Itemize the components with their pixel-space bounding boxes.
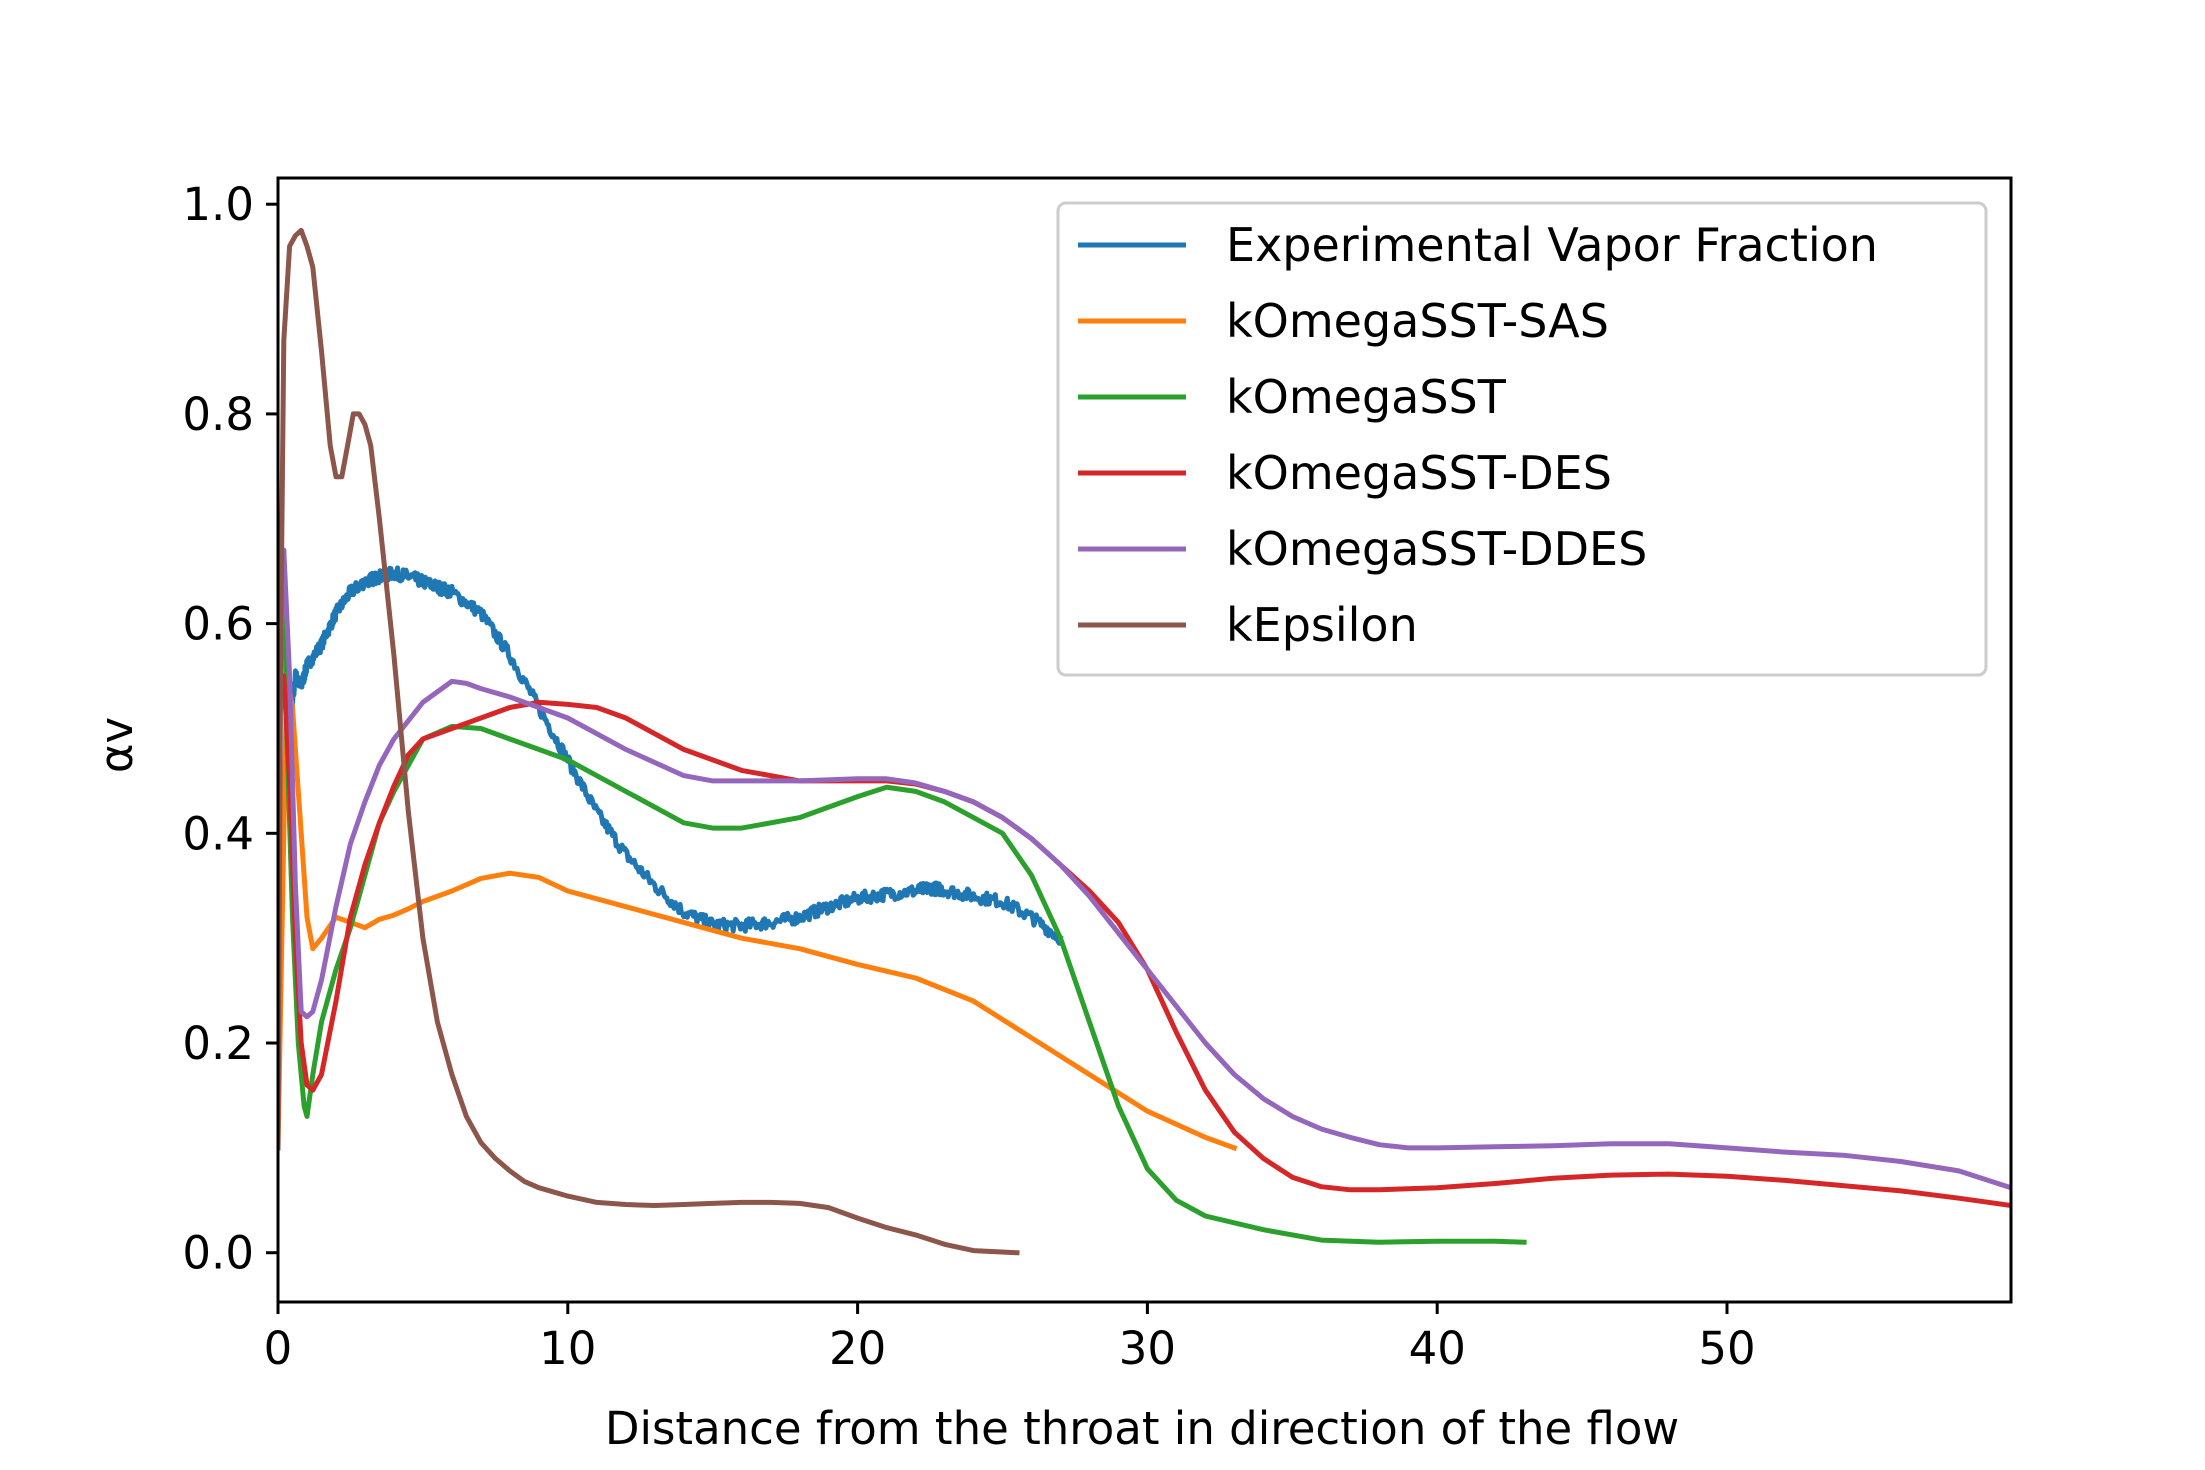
series-line-5 <box>278 547 2011 1191</box>
y-tick-label: 0.0 <box>182 1227 254 1280</box>
legend-box <box>1056 201 1988 677</box>
legend-label: Experimental Vapor Fraction <box>1226 218 1878 272</box>
x-tick-label: 40 <box>1409 1322 1466 1375</box>
series-layer <box>278 227 2011 1256</box>
legend-label: kEpsilon <box>1226 598 1418 652</box>
y-tick-label: 0.6 <box>182 598 254 651</box>
x-axis-label: Distance from the throat in direction of… <box>605 1402 1679 1455</box>
x-tick-label: 20 <box>829 1322 886 1375</box>
legend-label: kOmegaSST-DES <box>1226 446 1612 500</box>
x-tick-label: 0 <box>264 1322 293 1375</box>
x-tick-label: 30 <box>1119 1322 1176 1375</box>
x-tick-label: 10 <box>539 1322 596 1375</box>
legend-label: kOmegaSST-DDES <box>1226 522 1647 576</box>
y-tick-label: 0.4 <box>182 807 254 860</box>
x-tick-label: 50 <box>1698 1322 1755 1375</box>
series-line-6 <box>278 227 1020 1256</box>
series-line-3 <box>278 547 1527 1245</box>
legend-label: kOmegaSST-SAS <box>1226 294 1609 348</box>
y-axis-label: αv <box>90 717 143 773</box>
legend: Experimental Vapor Fraction kOmegaSST-SAS… <box>1056 201 1988 677</box>
plot-frame <box>276 176 2013 1304</box>
legend-label: kOmegaSST <box>1226 370 1507 424</box>
series-line-2 <box>278 673 1238 1152</box>
y-tick-label: 1.0 <box>182 178 254 231</box>
y-tick-label: 0.8 <box>182 388 254 441</box>
axes-layer: 0 10 20 30 40 50 0.0 0.2 0.4 0.6 0.8 1.0 <box>182 178 1755 1375</box>
y-tick-label: 0.2 <box>182 1017 254 1070</box>
